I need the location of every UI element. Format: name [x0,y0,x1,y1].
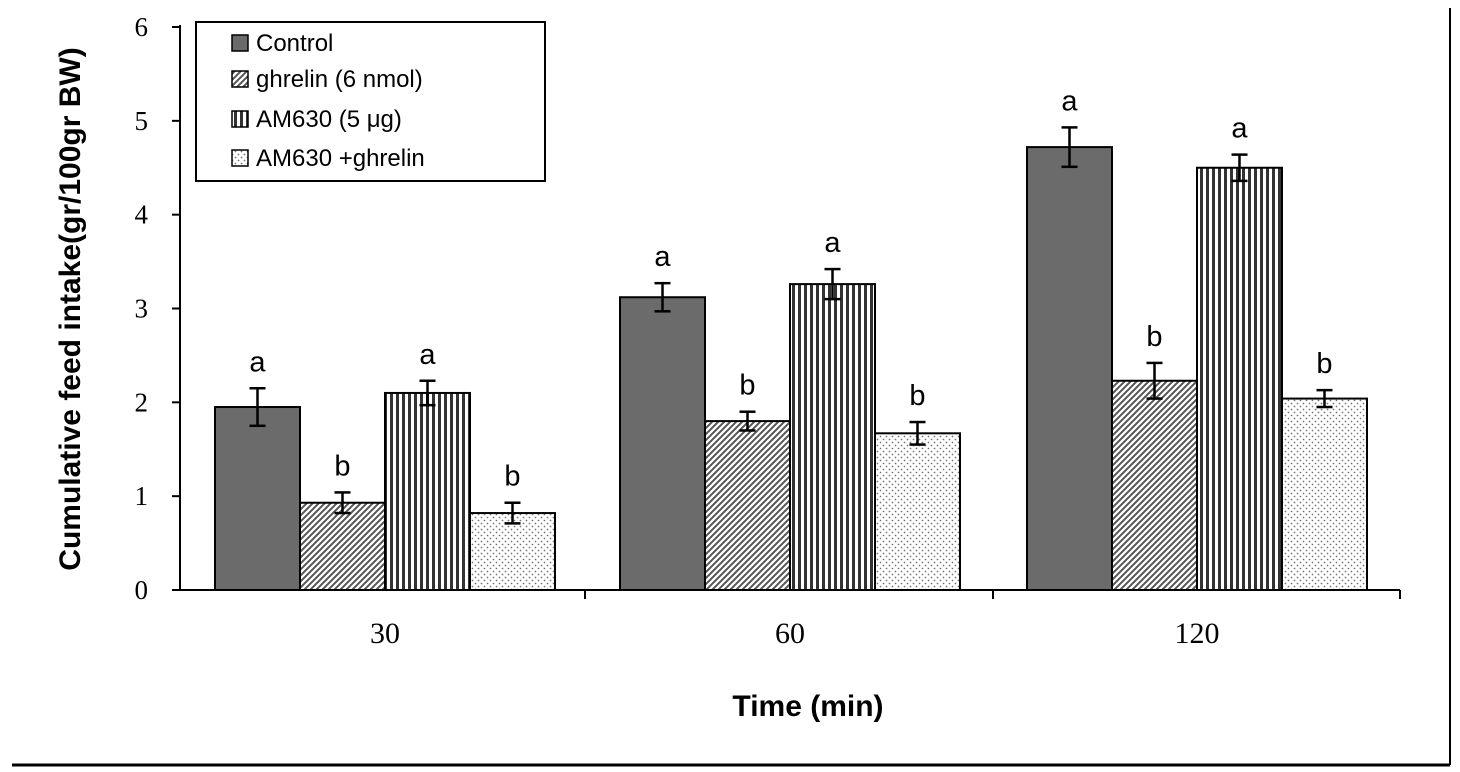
bar [704,420,791,591]
bar [874,432,961,591]
legend-entry-label: AM630 (5 μg) [256,106,402,133]
bar [299,501,386,591]
bar [1196,166,1283,591]
y-axis-title: Cumulative feed intake(gr/100gr BW) [54,47,87,570]
plot-area: 0 1 2 3 4 5 6 30 60 120 a b a b a b a b a b a b [135,12,1401,650]
significance-label: b [909,380,925,412]
significance-label: b [1316,348,1332,380]
legend-entry-label: Control [256,30,333,57]
bar [214,406,301,591]
x-tick-label: 60 [775,617,805,650]
bar [1026,146,1113,592]
y-tick-label: 3 [135,294,149,324]
bar [384,391,471,592]
bar [469,512,556,591]
legend-entry-label: ghrelin (6 nmol) [256,66,423,93]
legend-box [195,21,546,182]
significance-label: a [824,227,841,259]
significance-label: b [334,450,350,482]
significance-label: b [1146,321,1162,353]
y-tick-label: 4 [135,200,149,230]
significance-label: a [419,339,436,371]
x-tick-label: 30 [370,617,400,650]
legend-swatch [231,70,249,88]
legend-entry-label: AM630 +ghrelin [256,145,425,172]
bar [1281,397,1368,591]
x-tick-label: 120 [1175,617,1220,650]
x-axis-title: Time (min) [732,690,883,723]
y-tick-label: 0 [135,575,149,605]
bar [789,283,876,591]
legend-swatch [231,34,249,52]
significance-label: a [249,346,266,378]
y-tick-label: 1 [135,481,149,511]
significance-label: a [1061,85,1078,117]
significance-label: a [1231,113,1248,145]
significance-label: b [739,370,755,402]
y-tick-label: 5 [135,106,149,136]
legend: Control ghrelin (6 nmol) AM630 (5 μg) AM630… [195,21,546,182]
legend-swatch [231,149,249,167]
legend-swatch [231,110,249,128]
significance-label: b [504,461,520,493]
bar [1111,379,1198,592]
significance-label: a [654,241,671,273]
y-tick-label: 2 [135,387,149,417]
bar [619,296,706,591]
y-tick-label: 6 [135,12,149,42]
